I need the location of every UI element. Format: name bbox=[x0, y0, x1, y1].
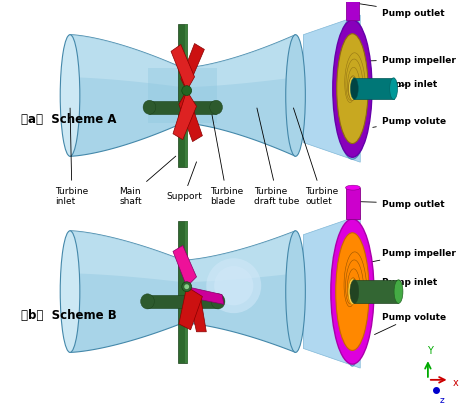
Bar bbox=[178, 25, 187, 167]
Text: Turbine
inlet: Turbine inlet bbox=[55, 109, 89, 206]
Polygon shape bbox=[187, 287, 206, 332]
Polygon shape bbox=[70, 36, 295, 88]
Bar bbox=[178, 221, 187, 363]
Polygon shape bbox=[303, 216, 360, 368]
Ellipse shape bbox=[348, 279, 357, 305]
Ellipse shape bbox=[141, 294, 155, 309]
Polygon shape bbox=[179, 287, 202, 330]
Polygon shape bbox=[70, 231, 295, 283]
Text: Pump impeller: Pump impeller bbox=[363, 56, 456, 65]
Polygon shape bbox=[148, 69, 217, 124]
Ellipse shape bbox=[348, 78, 356, 101]
Text: Pump impeller: Pump impeller bbox=[363, 248, 456, 264]
Polygon shape bbox=[187, 287, 224, 305]
Bar bbox=[355, 79, 393, 100]
Bar bbox=[185, 221, 188, 363]
Text: （b）  Scheme B: （b） Scheme B bbox=[21, 308, 117, 321]
Bar bbox=[147, 295, 218, 308]
Ellipse shape bbox=[182, 282, 191, 292]
Text: Pump inlet: Pump inlet bbox=[382, 80, 437, 91]
Ellipse shape bbox=[143, 101, 156, 115]
Bar bbox=[346, 188, 360, 220]
Text: Support: Support bbox=[166, 162, 202, 200]
Bar bbox=[185, 25, 188, 167]
Text: Turbine
outlet: Turbine outlet bbox=[293, 109, 338, 206]
Ellipse shape bbox=[184, 285, 189, 290]
Bar bbox=[149, 102, 216, 115]
Ellipse shape bbox=[350, 280, 359, 303]
Circle shape bbox=[206, 258, 261, 313]
Ellipse shape bbox=[350, 79, 358, 100]
Ellipse shape bbox=[337, 35, 368, 144]
Text: Pump outlet: Pump outlet bbox=[353, 4, 445, 18]
Ellipse shape bbox=[394, 280, 403, 303]
Circle shape bbox=[214, 266, 254, 306]
Ellipse shape bbox=[342, 218, 363, 366]
Bar bbox=[355, 280, 399, 303]
Ellipse shape bbox=[182, 86, 191, 96]
Polygon shape bbox=[173, 246, 197, 287]
Ellipse shape bbox=[346, 186, 360, 191]
Ellipse shape bbox=[286, 231, 305, 353]
Text: x: x bbox=[452, 377, 458, 387]
Text: Turbine
draft tube: Turbine draft tube bbox=[255, 109, 300, 206]
Bar bbox=[346, 0, 359, 21]
Text: Y: Y bbox=[427, 346, 433, 355]
Ellipse shape bbox=[286, 36, 305, 157]
Ellipse shape bbox=[60, 36, 80, 157]
Polygon shape bbox=[179, 91, 202, 142]
Ellipse shape bbox=[390, 79, 398, 100]
Polygon shape bbox=[171, 45, 194, 91]
Text: Pump volute: Pump volute bbox=[374, 312, 446, 335]
Ellipse shape bbox=[211, 294, 225, 309]
Text: Pump inlet: Pump inlet bbox=[382, 278, 437, 292]
Text: Pump outlet: Pump outlet bbox=[353, 199, 445, 208]
Ellipse shape bbox=[336, 233, 369, 351]
Ellipse shape bbox=[331, 220, 374, 364]
Polygon shape bbox=[303, 16, 360, 163]
Polygon shape bbox=[70, 231, 295, 353]
Polygon shape bbox=[70, 36, 295, 157]
Text: z: z bbox=[440, 395, 445, 404]
Text: Pump volute: Pump volute bbox=[373, 116, 446, 128]
Ellipse shape bbox=[335, 19, 370, 160]
Polygon shape bbox=[181, 45, 204, 91]
Text: Turbine
blade: Turbine blade bbox=[210, 109, 244, 206]
Ellipse shape bbox=[210, 101, 222, 115]
Text: （a）  Scheme A: （a） Scheme A bbox=[21, 112, 117, 125]
Ellipse shape bbox=[333, 21, 372, 158]
Text: Main
shaft: Main shaft bbox=[119, 157, 176, 206]
Polygon shape bbox=[173, 91, 197, 140]
Ellipse shape bbox=[60, 231, 80, 353]
